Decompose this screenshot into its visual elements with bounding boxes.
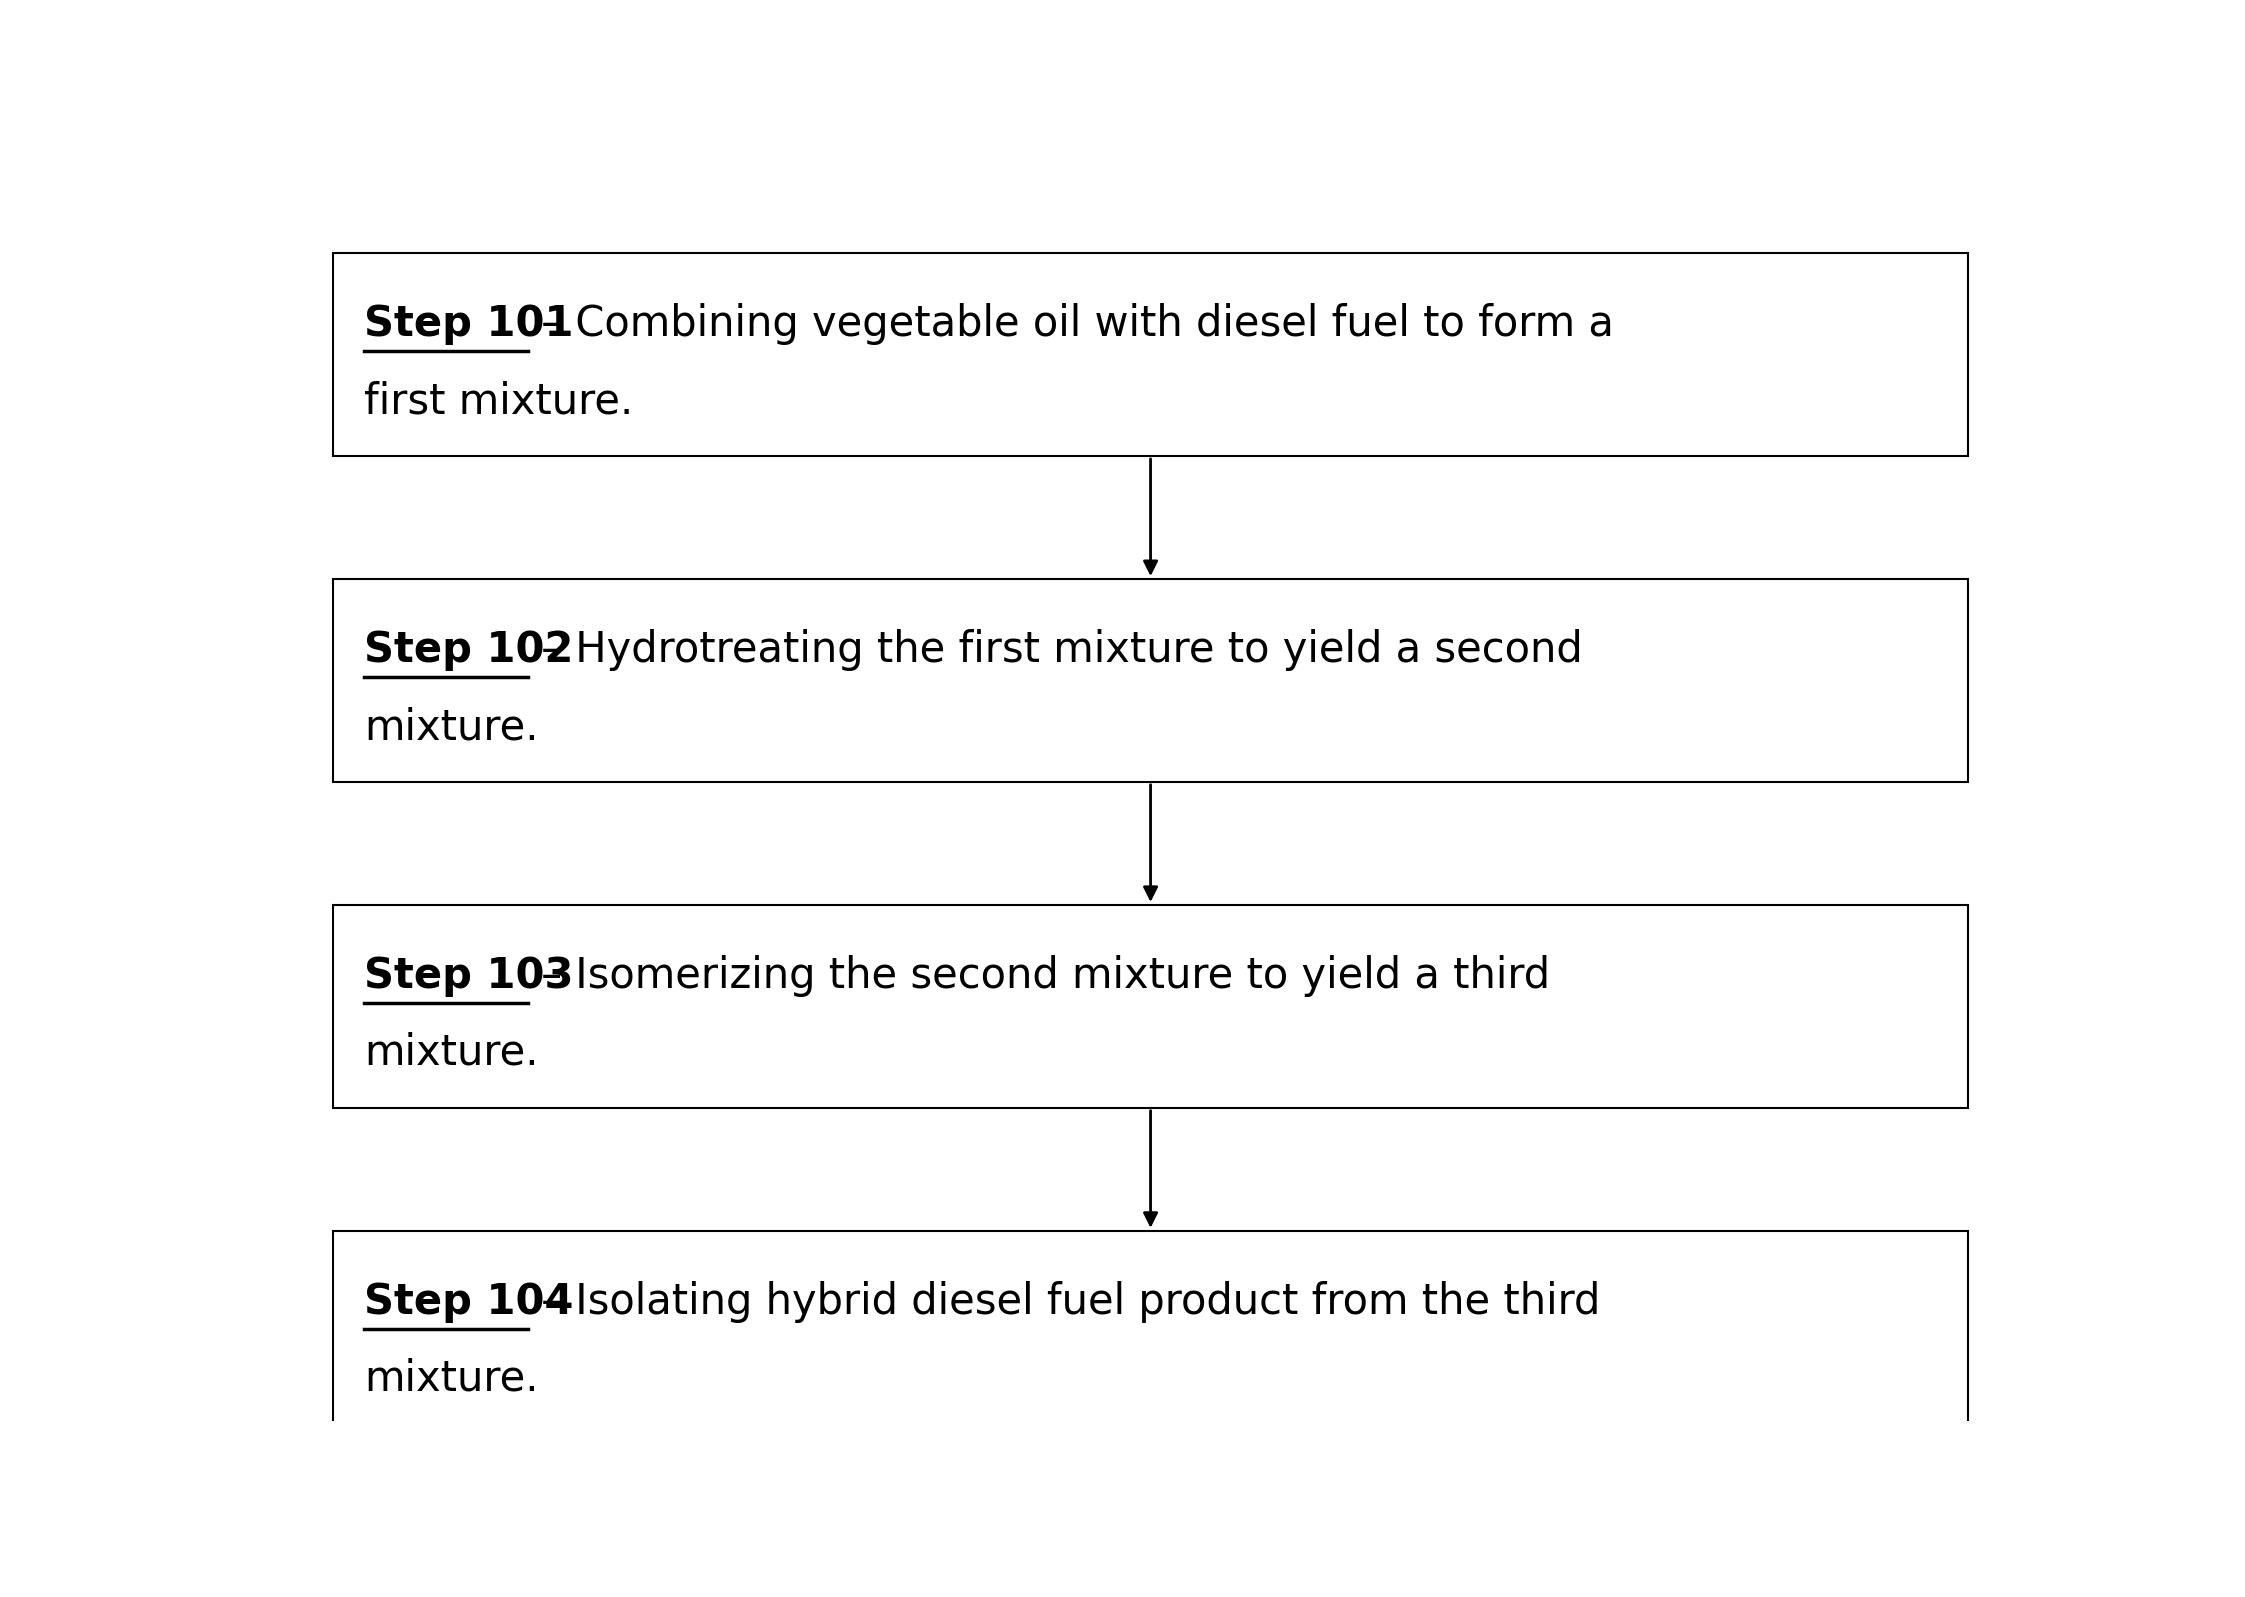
Text: Step 101: Step 101 [364,303,575,345]
Bar [332,580,1969,783]
Text: mixture.: mixture. [364,1032,539,1073]
Text: – Combining vegetable oil with diesel fuel to form a: – Combining vegetable oil with diesel fu… [528,303,1614,345]
Text: – Hydrotreating the first mixture to yield a second: – Hydrotreating the first mixture to yie… [528,629,1583,671]
Text: Step 103: Step 103 [364,955,575,997]
Text: Step 102: Step 102 [364,629,572,671]
Text: mixture.: mixture. [364,706,539,747]
Bar [332,905,1969,1108]
Text: – Isolating hybrid diesel fuel product from the third: – Isolating hybrid diesel fuel product f… [528,1281,1601,1322]
Text: mixture.: mixture. [364,1357,539,1401]
Bar [332,254,1969,457]
Text: Step 104: Step 104 [364,1281,572,1322]
Bar [332,1231,1969,1434]
Text: – Isomerizing the second mixture to yield a third: – Isomerizing the second mixture to yiel… [528,955,1551,997]
Text: first mixture.: first mixture. [364,380,633,422]
